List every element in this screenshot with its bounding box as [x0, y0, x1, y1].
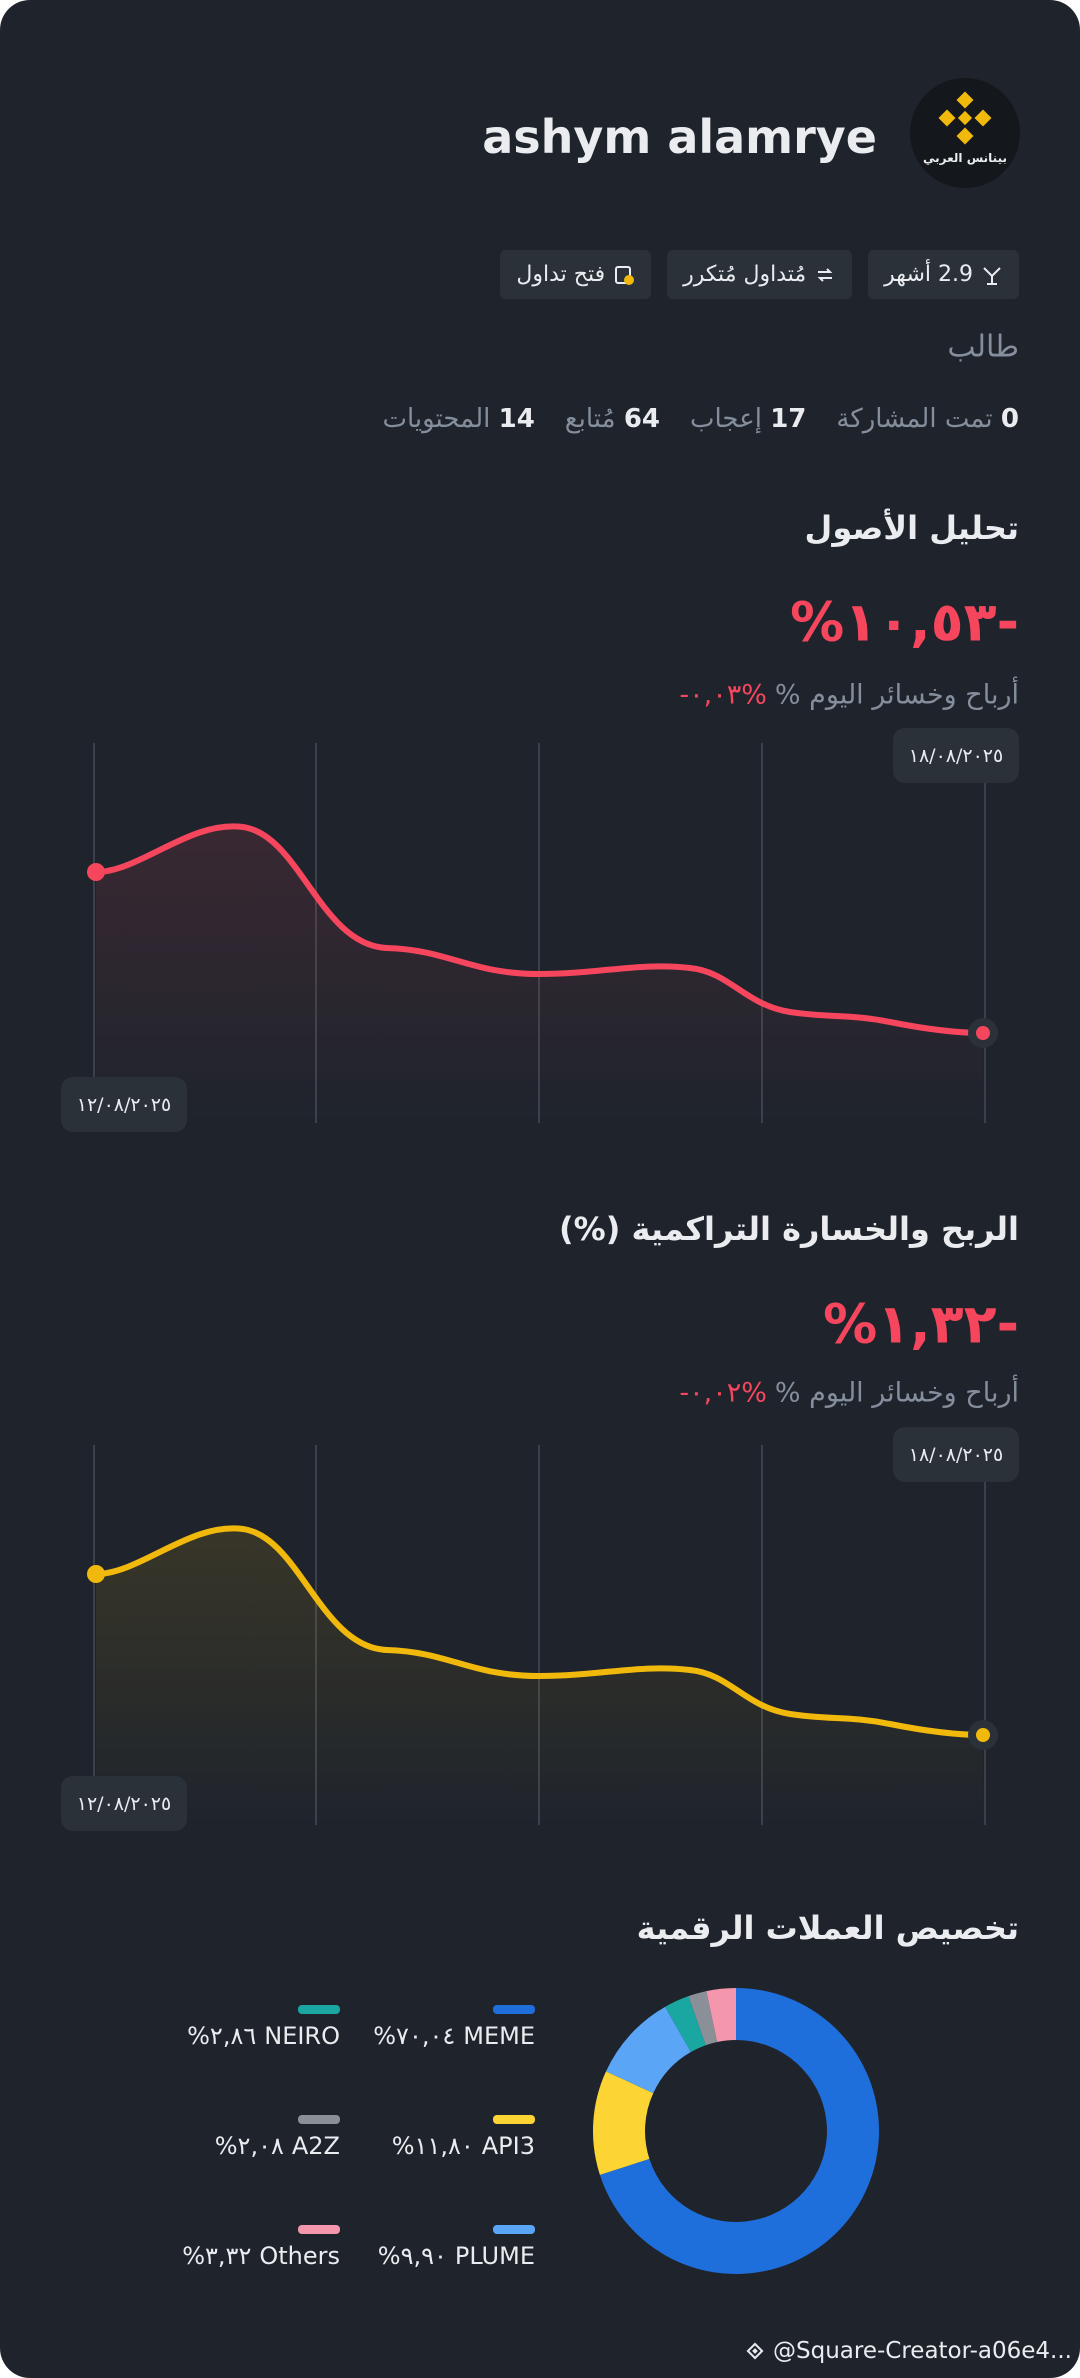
legend-item: %٧٠,٠٤ MEME [373, 2022, 535, 2050]
donut-segment [599, 1988, 879, 2274]
legend-name: A2Z [291, 2132, 340, 2160]
legend-item: %٢,٨٦ NEIRO [187, 2022, 340, 2050]
asset-chart [87, 743, 998, 1123]
date-chip: ١٢/٠٨/٢٠٢٥ [61, 1077, 187, 1132]
legend-value: %٢,٠٨ [214, 2132, 284, 2160]
stat-label: المحتويات [382, 404, 491, 434]
donut-segment [606, 2006, 691, 2094]
donut [593, 1988, 879, 2274]
badge[interactable]: فتح تداول [500, 250, 652, 299]
avatar-text: بينانس العربي [923, 151, 1007, 165]
legend-item: %٢,٠٨ A2Z [215, 2132, 340, 2160]
legend-item: %٩,٩٠ PLUME [378, 2242, 535, 2270]
legend-swatch [298, 2005, 340, 2014]
stat: 0 تمت المشاركة [836, 404, 1019, 434]
section-title: تخصيص العملات الرقمية [636, 1909, 1019, 1947]
badges: 2.9 أشهر مُتداول مُتكرر فتح تداول [500, 250, 1019, 299]
legend-name: NEIRO [264, 2022, 340, 2050]
legend-value: %١١,٨٠ [391, 2132, 474, 2160]
badge[interactable]: مُتداول مُتكرر [667, 250, 853, 299]
donut-segment [665, 1996, 706, 2052]
watermark-text: @Square-Creator-a06e4... [773, 2338, 1072, 2364]
avatar-logo [938, 91, 992, 145]
today-pnl: أرباح وخسائر اليوم % -٠,٠٢% [679, 1378, 1019, 1409]
end-dot [976, 1026, 990, 1040]
stat-value: 0 [1000, 404, 1019, 434]
stat-label: مُتابع [564, 404, 616, 434]
legend-swatch [493, 2005, 535, 2014]
section-title: الربح والخسارة التراكمية (%) [559, 1210, 1019, 1248]
legend-swatch [493, 2115, 535, 2124]
icon [615, 265, 635, 285]
icon [746, 2342, 764, 2360]
legend-swatch [493, 2225, 535, 2234]
stats: 0 تمت المشاركة 17 إعجاب 64 مُتابع 14 الم… [382, 404, 1019, 434]
legend-item: %٣,٣٢ Others [182, 2242, 340, 2270]
stat: 17 إعجاب [690, 404, 806, 434]
today-label: أرباح وخسائر اليوم % [774, 679, 1019, 711]
stat-label: تمت المشاركة [836, 404, 993, 434]
avatar[interactable]: بينانس العربي [910, 78, 1020, 188]
stat: 14 المحتويات [382, 404, 534, 434]
stat-label: إعجاب [690, 404, 762, 434]
legend-swatch [298, 2225, 340, 2234]
badge-text: فتح تداول [516, 262, 606, 287]
stat: 64 مُتابع [565, 404, 660, 434]
pnl-chart [87, 1445, 998, 1825]
date-chip: ١٢/٠٨/٢٠٢٥ [61, 1776, 187, 1831]
stat-value: 17 [770, 404, 807, 434]
stat-value: 14 [498, 404, 535, 434]
legend-name: API3 [481, 2132, 535, 2160]
donut-segment [593, 2071, 654, 2175]
watermark: @Square-Creator-a06e4... [743, 2338, 1072, 2364]
legend-name: Others [259, 2242, 340, 2270]
end-dot [976, 1728, 990, 1742]
today-label: أرباح وخسائر اليوم % [774, 1377, 1019, 1409]
today-value: -٠,٠٣% [679, 679, 767, 711]
headline-value: %١٠,٥٣- [790, 590, 1019, 654]
line [95, 1525, 984, 1738]
donut-segment [706, 1988, 736, 2042]
start-dot [87, 863, 105, 881]
user-name: ashym alamrye [482, 110, 877, 164]
icon [817, 267, 833, 282]
stat-value: 64 [623, 404, 661, 434]
date-chip: ١٨/٠٨/٢٠٢٥ [893, 1427, 1019, 1482]
date-chip: ١٨/٠٨/٢٠٢٥ [893, 728, 1019, 783]
badge-text: مُتداول مُتكرر [683, 262, 807, 287]
donut-segment [688, 1991, 718, 2046]
legend-name: PLUME [454, 2242, 535, 2270]
headline-value: %١,٣٢- [823, 1292, 1019, 1356]
legend-value: %٧٠,٠٤ [373, 2022, 456, 2050]
badge-text: 2.9 أشهر [884, 262, 973, 287]
legend-value: %٩,٩٠ [377, 2242, 447, 2270]
role: طالب [947, 329, 1019, 365]
badge[interactable]: 2.9 أشهر [868, 250, 1019, 299]
legend-value: %٣,٣٢ [182, 2242, 252, 2270]
today-value: -٠,٠٢% [679, 1377, 767, 1409]
legend-value: %٢,٨٦ [187, 2022, 257, 2050]
legend-name: MEME [463, 2022, 535, 2050]
line [95, 823, 984, 1036]
legend-swatch [298, 2115, 340, 2124]
icon [983, 266, 1001, 285]
today-pnl: أرباح وخسائر اليوم % -٠,٠٣% [679, 680, 1019, 711]
start-dot [87, 1565, 105, 1583]
legend-item: %١١,٨٠ API3 [392, 2132, 535, 2160]
section-title: تحليل الأصول [804, 509, 1019, 547]
